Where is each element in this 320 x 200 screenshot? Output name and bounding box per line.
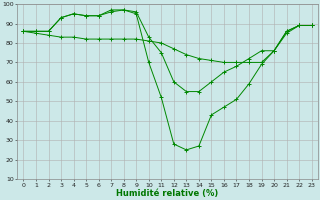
X-axis label: Humidité relative (%): Humidité relative (%) (116, 189, 219, 198)
